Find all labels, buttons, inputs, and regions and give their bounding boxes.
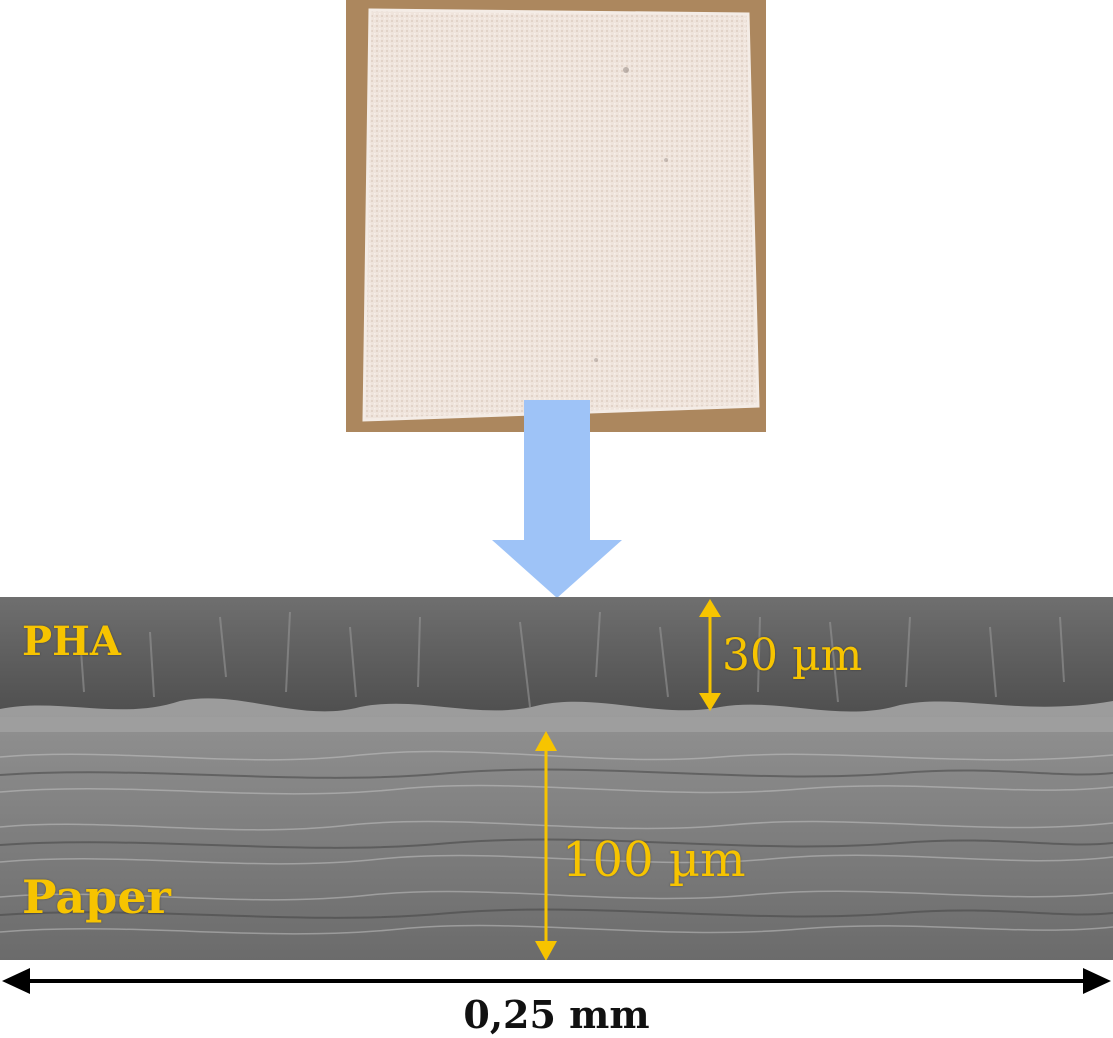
sample-photo (346, 0, 766, 432)
scale-bar-label: 0,25 mm (463, 992, 650, 1037)
flow-arrow (492, 400, 622, 598)
pha-thickness-label: 30 µm (722, 630, 863, 681)
thickness-arrows (535, 599, 721, 960)
paper-thickness-label: 100 µm (562, 832, 746, 888)
sem-micrograph (0, 597, 1113, 960)
pha-layer-label: PHA (22, 618, 121, 665)
scale-bar-arrow (2, 968, 1111, 994)
paper-layer-label: Paper (22, 870, 171, 924)
